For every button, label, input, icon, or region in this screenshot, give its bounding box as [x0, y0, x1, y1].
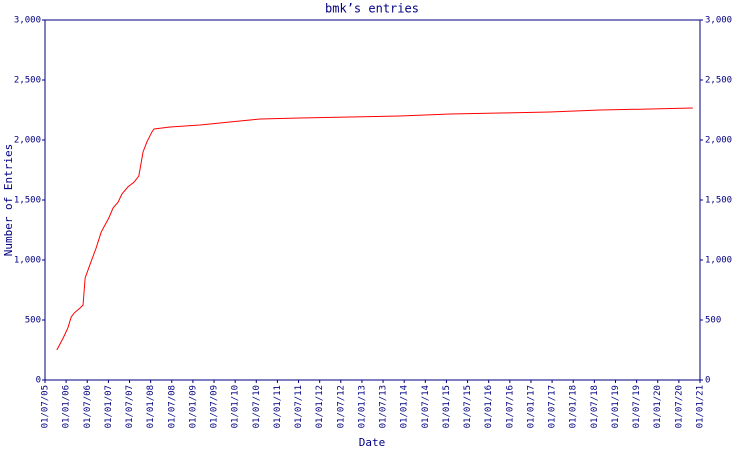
y2-tick-label: 2,500	[705, 76, 732, 86]
x-tick-label: 01/07/17	[548, 385, 558, 428]
x-tick-label: 01/07/20	[674, 385, 684, 428]
x-tick-label: 01/07/16	[505, 385, 515, 428]
x-tick-label: 01/07/05	[41, 385, 51, 428]
y-tick-label: 2,500	[14, 76, 41, 86]
x-tick-label: 01/01/16	[484, 385, 494, 428]
x-tick-label: 01/01/17	[526, 385, 536, 428]
x-tick-label: 01/01/08	[146, 385, 156, 428]
y-tick-label: 3,000	[14, 16, 41, 26]
x-tick-label: 01/07/18	[590, 385, 600, 428]
x-tick-label: 01/07/19	[632, 385, 642, 428]
x-tick-label: 01/01/15	[442, 385, 452, 428]
x-tick-label: 01/07/11	[294, 385, 304, 428]
x-tick-label: 01/01/07	[104, 385, 114, 428]
x-tick-label: 01/07/13	[379, 385, 389, 428]
x-tick-label: 01/01/19	[611, 385, 621, 428]
y-tick-label: 1,000	[14, 256, 41, 266]
x-tick-label: 01/07/10	[252, 385, 262, 428]
x-tick-label: 01/07/07	[125, 385, 135, 428]
y2-tick-label: 1,500	[705, 196, 732, 206]
x-tick-label: 01/01/11	[273, 385, 283, 428]
x-tick-label: 01/01/10	[231, 385, 241, 428]
y2-tick-label: 500	[705, 316, 721, 326]
plot-frame	[44, 19, 701, 381]
x-tick-label: 01/07/08	[167, 385, 177, 428]
x-axis-label: Date	[359, 436, 386, 449]
y-tick-label: 0	[36, 376, 41, 386]
y2-tick-label: 1,000	[705, 256, 732, 266]
data-line	[56, 107, 693, 351]
x-tick-label: 01/01/18	[569, 385, 579, 428]
y-tick-label: 500	[25, 316, 41, 326]
x-tick-label: 01/07/14	[421, 385, 431, 428]
x-tick-label: 01/07/15	[463, 385, 473, 428]
x-tick-label: 01/01/21	[696, 385, 706, 428]
x-tick-label: 01/01/06	[62, 385, 72, 428]
y-tick-label: 2,000	[14, 136, 41, 146]
x-tick-label: 01/01/09	[188, 385, 198, 428]
y2-tick-label: 3,000	[705, 16, 732, 26]
chart-title: bmk’s entries	[325, 2, 419, 16]
x-tick-label: 01/01/12	[315, 385, 325, 428]
y-tick-label: 1,500	[14, 196, 41, 206]
y-axis-label: Number of Entries	[2, 144, 15, 257]
x-tick-label: 01/01/20	[653, 385, 663, 428]
x-tick-label: 01/01/14	[400, 385, 410, 428]
x-tick-label: 01/07/09	[210, 385, 220, 428]
y2-tick-label: 2,000	[705, 136, 732, 146]
x-tick-label: 01/07/12	[336, 385, 346, 428]
x-tick-label: 01/07/06	[83, 385, 93, 428]
x-tick-label: 01/01/13	[357, 385, 367, 428]
y2-tick-label: 0	[705, 376, 710, 386]
